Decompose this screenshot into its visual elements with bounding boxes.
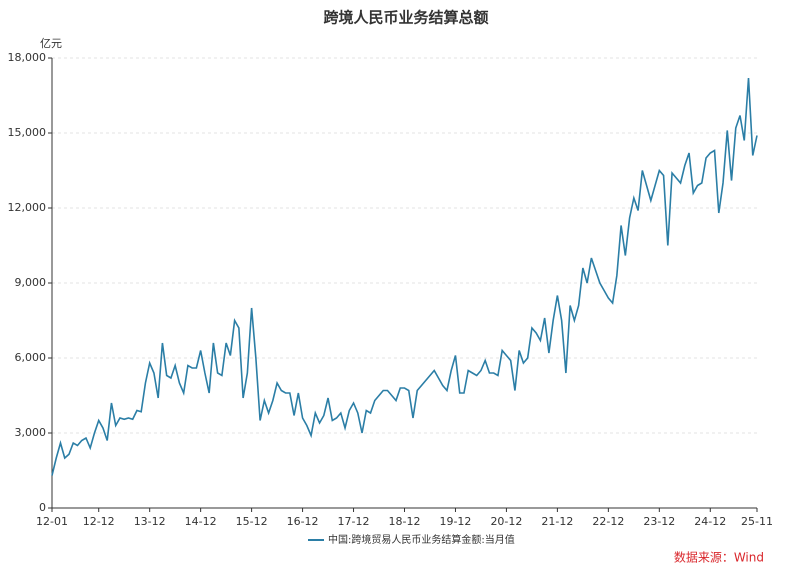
x-tick-label: 15-12: [236, 515, 268, 528]
x-tick-label: 23-12: [643, 515, 675, 528]
source: 数据来源：Wind: [674, 550, 764, 565]
y-tick-label: 18,000: [8, 51, 47, 64]
y-tick-label: 9,000: [15, 276, 47, 289]
x-tick-label: 13-12: [134, 515, 166, 528]
x-tick-label: 20-12: [490, 515, 522, 528]
x-tick-label: 19-12: [439, 515, 471, 528]
x-tick-label: 25-11: [741, 515, 773, 528]
x-tick-label: 12-01: [36, 515, 68, 528]
y-tick-label: 3,000: [15, 426, 47, 439]
y-tick-label: 12,000: [8, 201, 47, 214]
y-tick-label: 15,000: [8, 126, 47, 139]
line-series: [51, 77, 758, 476]
x-tick-label: 14-12: [185, 515, 217, 528]
legend-label: 中国:跨境贸易人民币业务结算金额:当月值: [328, 533, 515, 546]
chart-title: 跨境人民币业务结算总额: [323, 9, 488, 27]
x-tick-label: 21-12: [541, 515, 573, 528]
x-tick-label: 22-12: [592, 515, 624, 528]
x-tick-label: 24-12: [694, 515, 726, 528]
y-unit: 亿元: [40, 37, 62, 50]
y-tick-label: 0: [39, 501, 46, 514]
x-tick-label: 12-12: [83, 515, 115, 528]
x-tick-label: 17-12: [338, 515, 370, 528]
x-tick-label: 16-12: [287, 515, 319, 528]
x-tick-label: 18-12: [389, 515, 421, 528]
y-tick-label: 6,000: [15, 351, 47, 364]
